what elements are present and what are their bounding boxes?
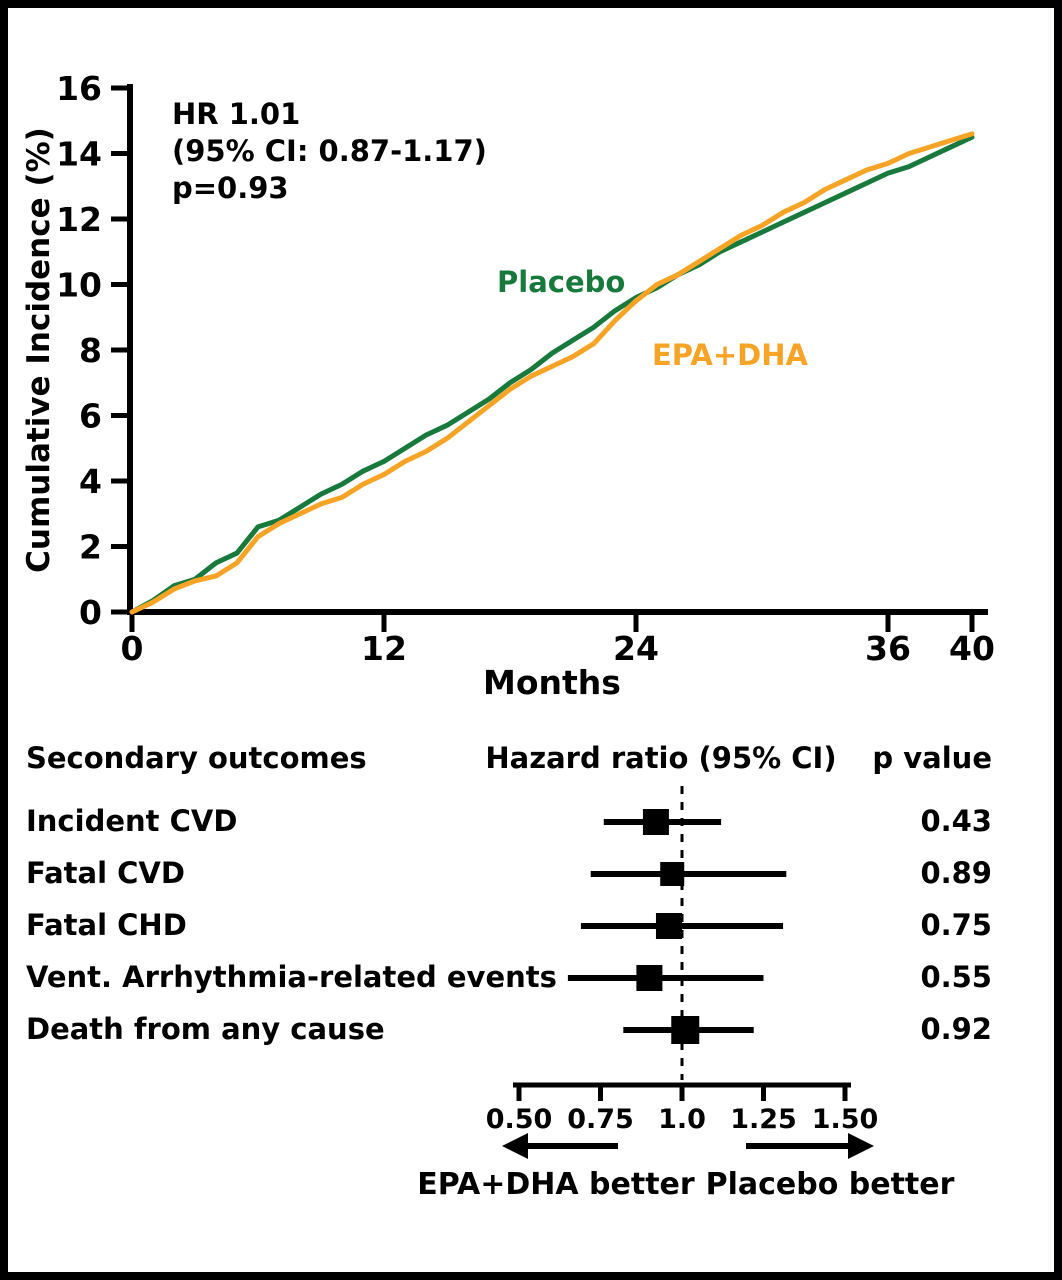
p-value-fatal-cvd: 0.89 [920, 856, 992, 890]
left-arrow-head [502, 1133, 528, 1159]
p-value-incident-cvd: 0.43 [920, 804, 992, 838]
forest-axis-tick-label: 1.50 [812, 1104, 879, 1135]
forest-axis-tick-label: 1.0 [658, 1104, 706, 1135]
p-value-vent-arrhythmia: 0.55 [920, 960, 992, 994]
forest-row-label-incident-cvd: Incident CVD [26, 804, 238, 838]
y-axis-title: Cumulative Incidence (%) [21, 127, 57, 573]
forest-row-label-vent-arrhythmia: Vent. Arrhythmia-related events [26, 960, 557, 994]
forest-axis-tick-label: 0.75 [567, 1104, 634, 1135]
km-y-tick-label: 4 [79, 462, 102, 501]
annotation-line-p: p=0.93 [172, 171, 289, 205]
hr-marker [642, 809, 669, 835]
right-arrow-head [848, 1133, 874, 1159]
hr-marker [636, 965, 663, 991]
hr-marker [660, 862, 685, 886]
annotation-line-hr: HR 1.01 [172, 97, 301, 131]
forest-row-label-fatal-chd: Fatal CHD [26, 908, 187, 942]
km-y-tick-label: 16 [56, 69, 102, 108]
forest-row-label-fatal-cvd: Fatal CVD [26, 856, 185, 890]
forest-axis-tick-label: 1.25 [730, 1104, 797, 1135]
hr-marker [671, 1016, 700, 1044]
forest-row-label-death-any-cause: Death from any cause [26, 1012, 385, 1046]
km-x-tick-label: 0 [121, 629, 144, 668]
km-y-tick-label: 14 [56, 135, 102, 174]
km-y-tick-label: 12 [56, 200, 102, 239]
p-value-fatal-chd: 0.75 [920, 908, 992, 942]
legend-epa-dha: EPA+DHA [652, 338, 808, 372]
km-x-tick-label: 40 [949, 629, 995, 668]
placebo-curve [129, 134, 975, 615]
forest-header-p-value: p value [872, 741, 992, 775]
km-x-tick-label: 12 [361, 629, 407, 668]
km-y-tick-label: 2 [79, 528, 102, 567]
legend-placebo: Placebo [497, 265, 626, 299]
p-value-death-any-cause: 0.92 [920, 1012, 992, 1046]
km-y-tick-label: 6 [79, 397, 102, 436]
forest-header-hazard-ratio: Hazard ratio (95% CI) [485, 741, 837, 775]
forest-axis-tick-label: 0.50 [486, 1104, 553, 1135]
hr-marker [655, 913, 682, 939]
km-y-tick-label: 0 [79, 593, 102, 632]
forest-header-outcomes: Secondary outcomes [26, 741, 367, 775]
epa-dha-curve [129, 131, 975, 615]
x-axis-title: Months [483, 663, 621, 702]
km-y-tick-label: 10 [56, 266, 102, 305]
annotation-line-ci: (95% CI: 0.87-1.17) [172, 134, 487, 168]
km-annotation: HR 1.01 (95% CI: 0.87-1.17) p=0.93 [172, 96, 487, 207]
left-direction-label: EPA+DHA better [417, 1167, 695, 1202]
right-direction-label: Placebo better [705, 1167, 955, 1202]
km-x-tick-label: 36 [865, 629, 911, 668]
km-x-tick-label: 24 [613, 629, 659, 668]
km-y-tick-label: 8 [79, 331, 102, 370]
